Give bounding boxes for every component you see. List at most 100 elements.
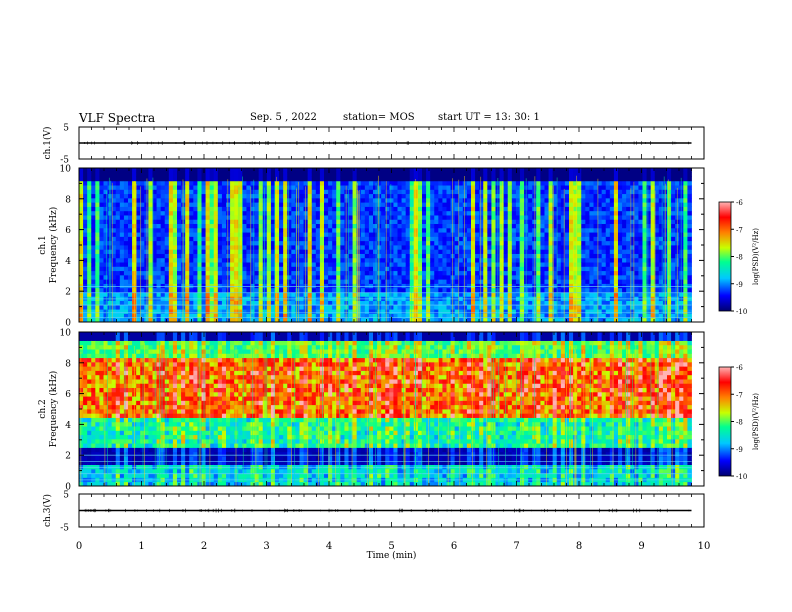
spectrogram-cell — [95, 180, 100, 186]
spectrogram-cell — [136, 223, 141, 229]
spectrogram-cell — [144, 210, 149, 216]
spectrogram-cell — [172, 197, 178, 203]
spectrogram-cell — [148, 189, 153, 195]
spectrogram-cell — [99, 223, 104, 229]
spectrogram-cell — [250, 172, 255, 177]
spectrogram-cell — [593, 309, 598, 314]
spectrogram-cell — [87, 279, 92, 284]
spectrogram-cell — [262, 292, 268, 297]
spectrogram-cell — [152, 236, 157, 242]
spectrogram-cell — [479, 313, 484, 319]
spectrogram-cell — [479, 206, 484, 212]
spectrogram-cell — [307, 245, 313, 250]
spectrogram-cell — [217, 317, 223, 322]
spectrogram-cell — [348, 257, 353, 263]
spectrogram-cell — [573, 197, 578, 203]
spectrogram-cell — [250, 223, 255, 229]
spectrogram-cell — [246, 253, 251, 259]
spectrogram-cell — [217, 210, 223, 216]
spectrogram-cell — [152, 279, 157, 284]
spectrogram-cell — [160, 283, 166, 289]
spectrogram-cell — [95, 313, 100, 319]
spectrogram-cell — [475, 253, 480, 259]
spectrogram-cell — [91, 287, 96, 293]
spectrogram-cell — [507, 180, 513, 186]
spectrogram-cell — [197, 309, 202, 314]
spectrogram-cell — [520, 313, 525, 319]
spectrogram-cell — [573, 240, 578, 246]
spectrogram-cell — [213, 210, 219, 216]
spectrogram-cell — [352, 193, 358, 199]
spectrogram-cell — [242, 219, 247, 225]
spectrogram-cell — [381, 236, 386, 242]
spectrogram-cell — [430, 309, 435, 314]
spectrogram-cell — [507, 304, 513, 310]
spectrogram-cell — [483, 253, 488, 259]
spectrogram-cell — [115, 206, 121, 212]
spectrogram-cell — [328, 309, 333, 314]
spectrogram-cell — [181, 304, 186, 310]
spectrogram-cell — [564, 304, 570, 310]
spectrogram-cell — [548, 223, 554, 229]
spectrogram-cell — [520, 249, 525, 254]
spectrogram-cell — [226, 210, 231, 216]
spectrogram-cell — [201, 206, 206, 212]
spectrogram-cell — [560, 202, 566, 207]
spectrogram-cell — [332, 168, 337, 173]
spectrogram-cell — [426, 266, 431, 272]
spectrogram-cell — [544, 219, 549, 225]
spectrogram-cell — [181, 317, 186, 322]
spectrogram-cell — [230, 185, 235, 190]
spectrogram-cell — [262, 215, 268, 220]
spectrogram-cell — [564, 215, 570, 220]
spectrogram-cell — [536, 274, 541, 280]
spectrogram-cell — [332, 279, 337, 284]
spectrogram-cell — [83, 185, 88, 190]
spectrogram-cell — [299, 215, 304, 220]
spectrogram-cell — [532, 262, 537, 267]
spectrogram-cell — [111, 210, 117, 216]
spectrogram-cell — [381, 287, 386, 293]
spectrogram-cell — [295, 274, 300, 280]
spectrogram-cell — [528, 253, 533, 259]
spectrogram-cell — [221, 253, 227, 259]
spectrogram-cell — [377, 172, 382, 177]
spectrogram-cell — [536, 309, 541, 314]
spectrogram-cell — [99, 219, 104, 225]
spectrogram-cell — [197, 210, 202, 216]
spectrogram-cell — [270, 245, 276, 250]
spectrogram-cell — [160, 313, 166, 319]
spectrogram-cell — [389, 215, 394, 220]
spectrogram-cell — [254, 236, 260, 242]
spectrogram-cell — [295, 249, 300, 254]
spectrogram-cell — [136, 253, 141, 259]
spectrogram-cell — [311, 197, 317, 203]
spectrogram-cell — [262, 172, 268, 177]
spectrogram-cell — [389, 279, 394, 284]
spectrogram-cell — [520, 223, 525, 229]
spectrogram-cell — [299, 300, 304, 306]
spectrogram-cell — [123, 193, 129, 199]
spectrogram-cell — [569, 262, 574, 267]
spectrogram-cell — [226, 185, 231, 190]
spectrogram-cell — [438, 287, 443, 293]
spectrogram-cell — [79, 193, 84, 199]
spectrogram-cell — [405, 193, 411, 199]
spectrogram-cell — [189, 185, 194, 190]
spectrogram-cell — [136, 168, 141, 173]
spectrogram-cell — [168, 227, 174, 233]
spectrogram-cell — [409, 180, 415, 186]
spectrogram-cell — [340, 240, 345, 246]
spectrogram-cell — [430, 262, 435, 267]
spectrogram-cell — [270, 287, 276, 293]
spectrogram-cell — [107, 283, 113, 289]
spectrogram-cell — [589, 180, 594, 186]
spectrogram-cell — [287, 240, 292, 246]
spectrogram-cell — [91, 283, 96, 289]
spectrogram-cell — [238, 304, 243, 310]
spectrogram-cell — [123, 168, 129, 173]
spectrogram-cell — [250, 227, 255, 233]
spectrogram-cell — [442, 172, 447, 177]
spectrogram-cell — [373, 172, 378, 177]
spectrogram-cell — [344, 262, 349, 267]
